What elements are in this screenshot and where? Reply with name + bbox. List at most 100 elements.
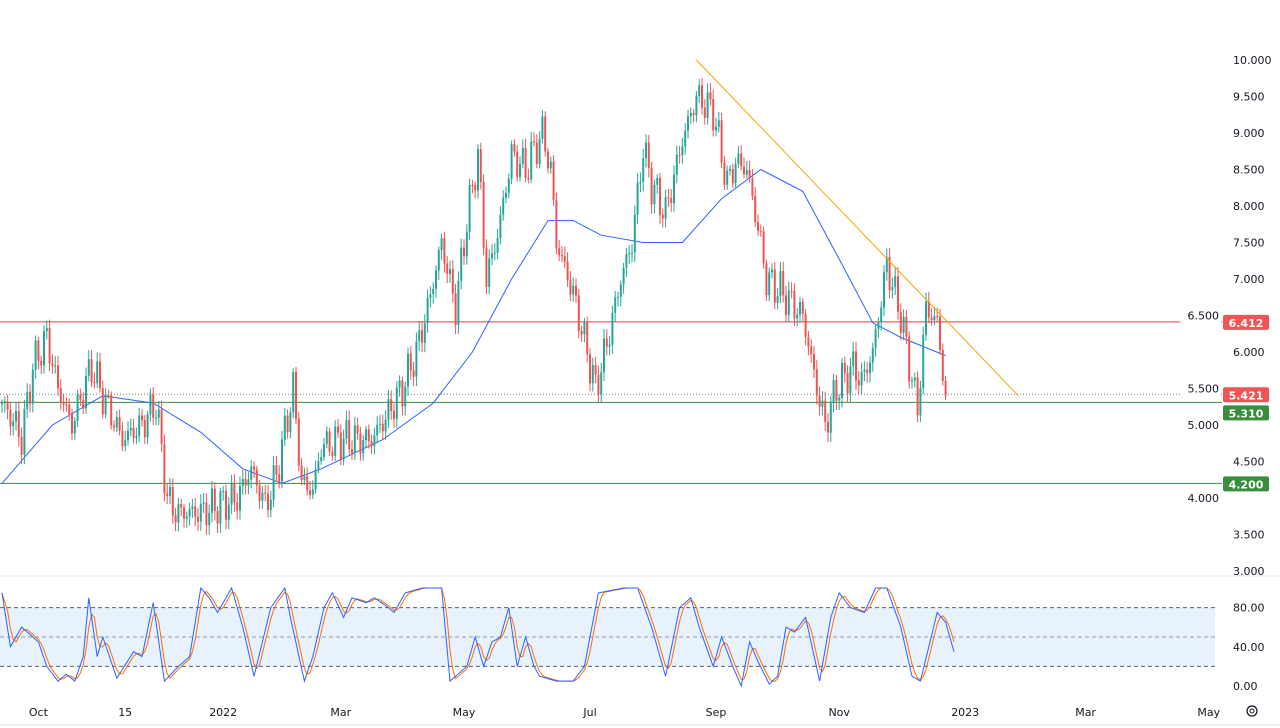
candle-body	[171, 487, 174, 516]
candle-body	[208, 512, 211, 526]
candle-body	[17, 411, 20, 437]
candle	[71, 408, 73, 441]
candle-body	[216, 511, 219, 524]
candle	[656, 174, 659, 194]
candle	[583, 317, 586, 343]
candle	[345, 410, 348, 445]
candle-body	[468, 185, 471, 232]
candle-body	[244, 479, 247, 486]
candle-body	[26, 391, 29, 409]
candle	[73, 417, 76, 440]
candle-body	[810, 346, 813, 355]
price-tick-label: 3.500	[1233, 529, 1265, 542]
candle	[905, 310, 908, 345]
candle-body	[185, 516, 188, 519]
candle-body	[40, 360, 43, 366]
price-tag-label: 5.310	[1229, 407, 1264, 420]
candle-body	[804, 313, 807, 338]
candle	[866, 362, 869, 383]
candle	[463, 239, 465, 265]
candle	[362, 434, 365, 461]
candle	[622, 262, 625, 294]
stochastic-oscillator	[1, 586, 955, 688]
candle	[720, 112, 723, 169]
candle	[281, 431, 283, 489]
candle-body	[936, 316, 939, 318]
candle-body	[726, 170, 729, 185]
price-tick-label: 8.000	[1233, 200, 1265, 213]
candle	[614, 290, 617, 323]
candle	[911, 376, 913, 389]
candle-body	[586, 321, 589, 355]
candle-body	[572, 285, 575, 295]
candle	[575, 278, 577, 303]
candle-body	[499, 214, 502, 239]
candle	[171, 478, 174, 524]
candle-body	[645, 142, 647, 159]
candle	[353, 416, 356, 461]
candle-body	[552, 161, 555, 201]
candle	[860, 362, 863, 395]
candle-body	[398, 380, 401, 388]
candle	[653, 179, 656, 214]
candle	[323, 437, 325, 462]
candle	[547, 147, 549, 174]
candle	[309, 481, 311, 500]
time-tick-label: Nov	[828, 706, 850, 719]
candle-body	[871, 347, 874, 363]
candle	[507, 173, 510, 199]
candle-body	[482, 181, 485, 248]
candle	[740, 145, 743, 171]
candle	[482, 174, 485, 256]
candle	[925, 292, 927, 341]
candle	[527, 168, 530, 184]
candle-body	[141, 415, 143, 421]
candle-body	[843, 362, 846, 373]
candle-body	[362, 440, 365, 454]
candle	[580, 325, 583, 343]
candle	[586, 316, 589, 363]
candle	[709, 83, 712, 106]
candle-body	[314, 469, 317, 490]
candle	[939, 308, 941, 355]
candle-body	[236, 502, 239, 511]
candle-body	[71, 413, 73, 434]
candle-body	[43, 331, 45, 366]
candle	[104, 388, 107, 419]
candle-body	[202, 502, 205, 504]
gear-icon[interactable]	[1246, 705, 1258, 717]
candle	[936, 307, 939, 322]
candle-body	[488, 258, 491, 287]
candle	[908, 331, 911, 389]
trendline[interactable]	[696, 59, 1019, 397]
candle	[883, 264, 885, 317]
candle	[857, 371, 860, 395]
candle	[785, 285, 787, 323]
candle	[26, 383, 29, 419]
candle	[205, 493, 208, 535]
candle	[843, 356, 846, 383]
candle	[359, 426, 362, 461]
candle	[723, 156, 726, 190]
candle-body	[45, 328, 48, 332]
candle	[303, 467, 306, 486]
candle	[348, 410, 351, 456]
candle	[695, 91, 698, 123]
price-tick-label-bg	[1180, 418, 1221, 432]
candle-body	[471, 185, 474, 187]
candle	[208, 504, 211, 535]
candle-body	[213, 488, 216, 512]
candle	[591, 357, 594, 392]
candle-body	[619, 284, 622, 297]
candle	[597, 365, 600, 403]
candle	[930, 308, 933, 326]
candle-body	[656, 177, 659, 185]
candle-body	[701, 85, 703, 108]
candle-body	[670, 198, 673, 204]
horizontal-levels	[0, 321, 1222, 484]
candle	[745, 160, 748, 179]
candle-body	[146, 414, 149, 438]
price-tick-label: 6.500	[1188, 310, 1220, 323]
candle	[594, 356, 597, 384]
